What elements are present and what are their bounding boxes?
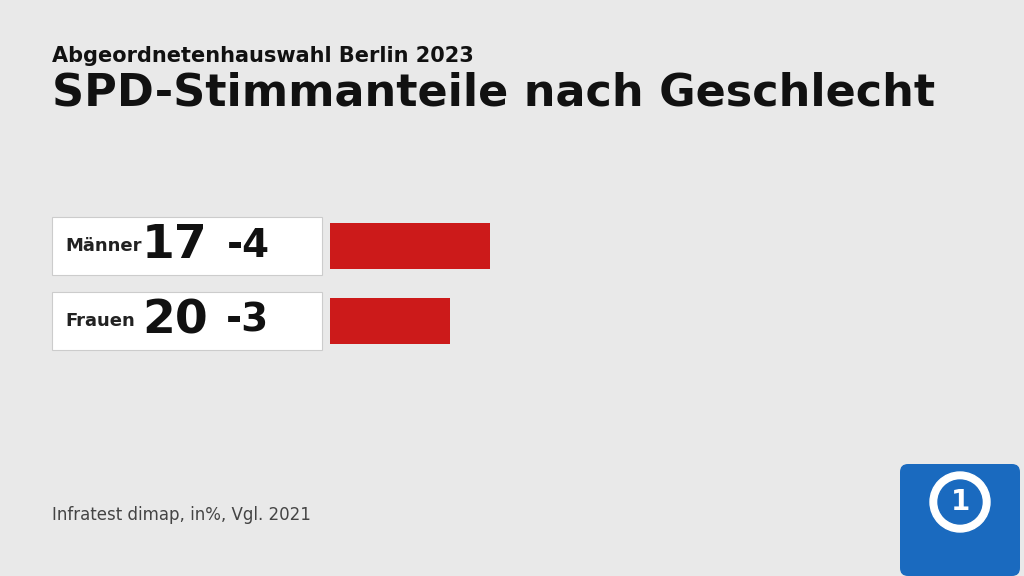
Text: 1: 1	[950, 488, 970, 516]
Circle shape	[938, 480, 982, 524]
Bar	[330, 298, 450, 344]
FancyBboxPatch shape	[52, 292, 322, 350]
FancyBboxPatch shape	[900, 464, 1020, 576]
Text: Infratest dimap, in%, Vgl. 2021: Infratest dimap, in%, Vgl. 2021	[52, 506, 311, 524]
Text: Abgeordnetenhauswahl Berlin 2023: Abgeordnetenhauswahl Berlin 2023	[52, 46, 474, 66]
Text: -3: -3	[226, 302, 269, 340]
Text: -4: -4	[226, 227, 269, 265]
Circle shape	[930, 472, 990, 532]
Text: Frauen: Frauen	[65, 312, 135, 330]
Text: 20: 20	[142, 298, 208, 343]
Text: SPD-Stimmanteile nach Geschlecht: SPD-Stimmanteile nach Geschlecht	[52, 71, 935, 114]
FancyBboxPatch shape	[52, 217, 322, 275]
Bar	[330, 223, 490, 269]
Text: 17: 17	[142, 223, 208, 268]
Text: Männer: Männer	[65, 237, 141, 255]
